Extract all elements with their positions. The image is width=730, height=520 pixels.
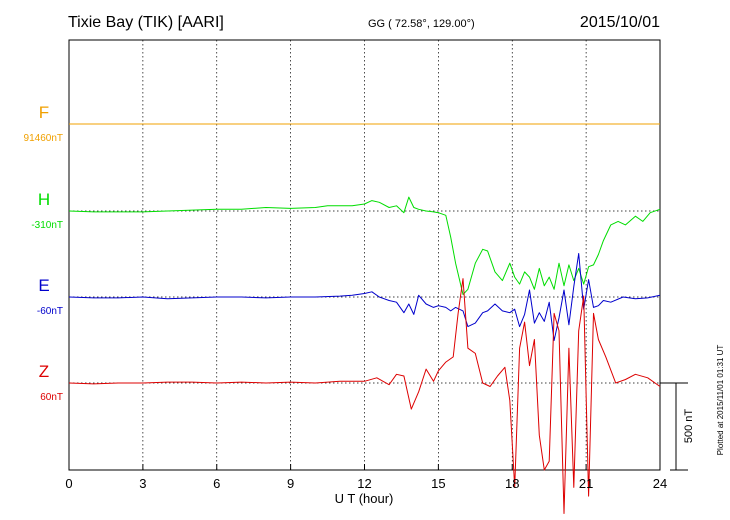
series-name-E: E: [38, 276, 49, 295]
station-title: Tixie Bay (TIK) [AARI]: [68, 14, 224, 31]
x-tick-label-12: 12: [357, 476, 371, 491]
series-baseline-H: -310nT: [31, 220, 63, 231]
x-tick-label-0: 0: [65, 476, 72, 491]
plotted-at-note: Plotted at 2015/11/01 01:31 UT: [716, 345, 725, 456]
x-tick-label-21: 21: [579, 476, 593, 491]
scale-bar: 500 nT: [660, 382, 695, 471]
x-axis-title: U T (hour): [335, 491, 394, 506]
x-tick-label-6: 6: [213, 476, 220, 491]
x-ticks: 0 3 6 9 12 15 18 21 24: [65, 464, 667, 491]
x-tick-label-9: 9: [287, 476, 294, 491]
x-tick-label-24: 24: [653, 476, 667, 491]
series-labels: F 91460nT H -310nT E -60nT Z 60nT: [24, 103, 63, 403]
series-baseline-Z: 60nT: [40, 392, 63, 403]
series-lines: [68, 123, 661, 514]
series-line-Z: [68, 278, 661, 514]
scale-bar-label: 500 nT: [683, 409, 695, 444]
x-tick-label-15: 15: [431, 476, 445, 491]
series-baseline-F: 91460nT: [24, 133, 63, 144]
series-line-H: [68, 196, 661, 295]
x-tick-label-3: 3: [139, 476, 146, 491]
series-name-F: F: [39, 103, 49, 122]
grid-lines: [142, 40, 587, 470]
series-baseline-E: -60nT: [37, 306, 63, 317]
series-name-Z: Z: [39, 362, 49, 381]
series-line-E: [68, 253, 661, 341]
series-name-H: H: [38, 190, 50, 209]
coordinates-label: GG ( 72.58°, 129.00°): [368, 18, 475, 30]
date-label: 2015/10/01: [580, 14, 660, 31]
x-tick-label-18: 18: [505, 476, 519, 491]
